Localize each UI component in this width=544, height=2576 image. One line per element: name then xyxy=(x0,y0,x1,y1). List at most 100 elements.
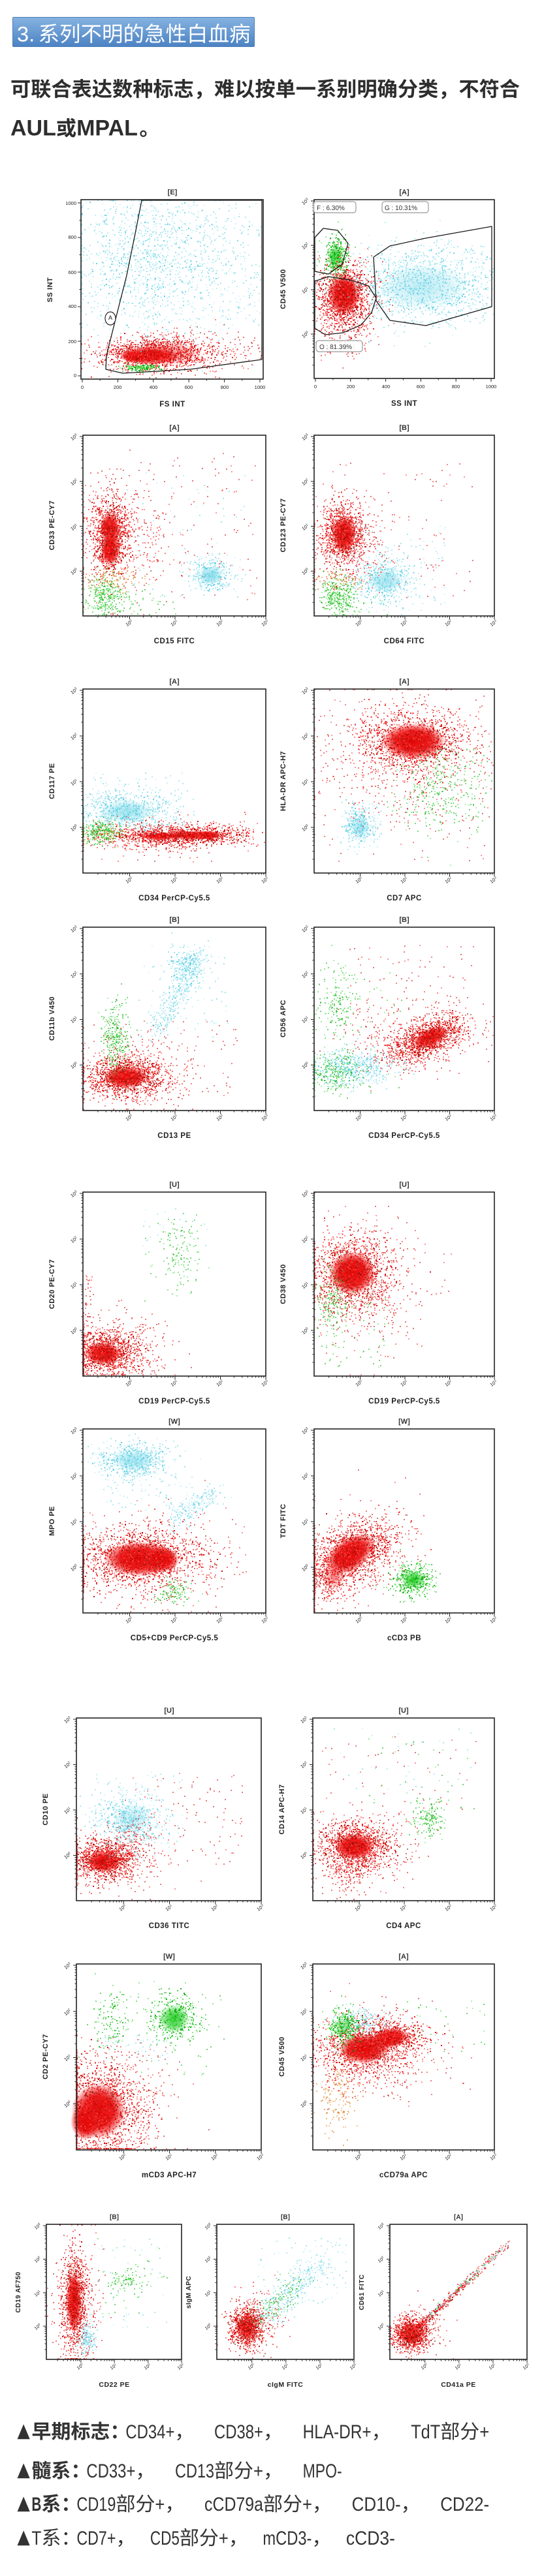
svg-text:[U]: [U] xyxy=(399,1181,409,1189)
svg-text:CD22 PE: CD22 PE xyxy=(99,2381,129,2389)
svg-text:MPO PE: MPO PE xyxy=(48,1506,56,1536)
svg-text:A: A xyxy=(108,314,112,321)
svg-text:+: + xyxy=(155,2494,165,2515)
svg-text:HLA-DR+: HLA-DR+ xyxy=(303,2421,372,2443)
svg-text:CD14 APC-H7: CD14 APC-H7 xyxy=(278,1784,286,1834)
svg-text:cIgM FITC: cIgM FITC xyxy=(268,2381,304,2389)
svg-text:[A]: [A] xyxy=(169,678,180,686)
svg-text:mCD3 APC-H7: mCD3 APC-H7 xyxy=(142,2171,197,2179)
svg-text:0: 0 xyxy=(81,384,84,390)
svg-text:[B]: [B] xyxy=(399,424,409,432)
svg-text:[W]: [W] xyxy=(163,1953,175,1961)
svg-text:CD117 PE: CD117 PE xyxy=(48,763,56,799)
svg-text:1000: 1000 xyxy=(65,200,76,206)
svg-text:CD56 APC: CD56 APC xyxy=(280,1000,287,1037)
svg-text:200: 200 xyxy=(68,339,76,345)
svg-text:CD11b V450: CD11b V450 xyxy=(48,996,56,1041)
svg-text:CD45 V500: CD45 V500 xyxy=(278,2036,286,2076)
svg-text:400: 400 xyxy=(382,384,391,390)
svg-text:G : 10.31%: G : 10.31% xyxy=(385,205,417,212)
svg-text:CD5: CD5 xyxy=(150,2528,180,2549)
svg-text:CD19: CD19 xyxy=(76,2494,116,2515)
svg-text:CD38+: CD38+ xyxy=(214,2421,263,2443)
svg-text:CD13 PE: CD13 PE xyxy=(157,1132,191,1140)
svg-text:800: 800 xyxy=(221,384,229,390)
svg-text:FS INT: FS INT xyxy=(159,401,185,408)
svg-text:CD10 PE: CD10 PE xyxy=(42,1793,50,1825)
svg-text:CD19 PerCP-Cy5.5: CD19 PerCP-Cy5.5 xyxy=(138,1398,210,1405)
svg-text:400: 400 xyxy=(150,384,158,390)
svg-text:[A]: [A] xyxy=(399,189,409,196)
svg-text:sIgM APC: sIgM APC xyxy=(185,2276,193,2308)
svg-text:SS INT: SS INT xyxy=(391,400,417,408)
svg-text:cCD79a APC: cCD79a APC xyxy=(379,2171,428,2179)
svg-text:+: + xyxy=(253,2461,263,2482)
svg-text:CD41a PE: CD41a PE xyxy=(441,2381,476,2389)
svg-text:CD7 APC: CD7 APC xyxy=(387,895,422,902)
svg-text:[W]: [W] xyxy=(398,1418,410,1426)
svg-text:CD15 FITC: CD15 FITC xyxy=(154,637,195,645)
svg-text:600: 600 xyxy=(417,384,425,390)
svg-text:MPAL: MPAL xyxy=(76,116,138,141)
svg-text:TDT FITC: TDT FITC xyxy=(280,1504,287,1539)
svg-text:+: + xyxy=(479,2421,489,2443)
svg-text:B: B xyxy=(31,2494,41,2515)
svg-text:[W]: [W] xyxy=(168,1418,180,1426)
svg-text:cCD79a: cCD79a xyxy=(204,2494,263,2515)
svg-text:1000: 1000 xyxy=(486,384,497,390)
svg-text:[U]: [U] xyxy=(169,1181,180,1189)
svg-text:[A]: [A] xyxy=(169,424,180,432)
svg-text:[B]: [B] xyxy=(399,916,409,924)
svg-text:CD38 V450: CD38 V450 xyxy=(280,1264,287,1304)
svg-text:400: 400 xyxy=(68,303,76,309)
svg-text:SS INT: SS INT xyxy=(46,277,54,302)
svg-text:CD123 PE-CY7: CD123 PE-CY7 xyxy=(280,498,287,552)
svg-text:CD45 V500: CD45 V500 xyxy=(280,269,287,309)
svg-text:CD64 FITC: CD64 FITC xyxy=(384,637,425,645)
svg-text:CD19 PerCP-Cy5.5: CD19 PerCP-Cy5.5 xyxy=(368,1398,440,1405)
svg-text:O : 81.39%: O : 81.39% xyxy=(319,344,352,351)
svg-text:CD13: CD13 xyxy=(175,2461,214,2482)
svg-text:CD34+: CD34+ xyxy=(125,2421,174,2443)
svg-text:[A]: [A] xyxy=(399,678,409,686)
svg-text:[B]: [B] xyxy=(281,2214,290,2221)
svg-text:CD22-: CD22- xyxy=(440,2494,489,2515)
svg-text:cCD3-: cCD3- xyxy=(346,2528,395,2549)
svg-text:CD2 PE-CY7: CD2 PE-CY7 xyxy=(42,2034,50,2079)
svg-text:TdT: TdT xyxy=(411,2421,440,2443)
svg-text:[B]: [B] xyxy=(110,2214,119,2221)
svg-text:0: 0 xyxy=(74,373,76,378)
svg-text:T: T xyxy=(31,2528,41,2549)
svg-text:[B]: [B] xyxy=(169,916,180,924)
svg-text:200: 200 xyxy=(347,384,355,390)
svg-text:CD5+CD9 PerCP-Cy5.5: CD5+CD9 PerCP-Cy5.5 xyxy=(131,1634,219,1642)
svg-text:200: 200 xyxy=(114,384,122,390)
svg-text:F : 6.30%: F : 6.30% xyxy=(317,205,345,212)
svg-text:CD34 PerCP-Cy5.5: CD34 PerCP-Cy5.5 xyxy=(138,895,210,902)
svg-text:MPO-: MPO- xyxy=(303,2461,342,2482)
svg-text:0: 0 xyxy=(314,384,317,390)
svg-text:[U]: [U] xyxy=(398,1707,409,1715)
svg-text:1000: 1000 xyxy=(255,384,266,390)
svg-text:600: 600 xyxy=(68,269,76,275)
svg-text:[U]: [U] xyxy=(164,1707,174,1715)
svg-text:CD34 PerCP-Cy5.5: CD34 PerCP-Cy5.5 xyxy=(368,1132,440,1140)
svg-text:HLA-DR APC-H7: HLA-DR APC-H7 xyxy=(280,751,287,811)
svg-text:800: 800 xyxy=(452,384,460,390)
svg-text:800: 800 xyxy=(68,234,76,240)
svg-text:mCD3-: mCD3- xyxy=(263,2528,312,2549)
svg-text:CD61 FITC: CD61 FITC xyxy=(359,2274,366,2310)
svg-text:CD36 TITC: CD36 TITC xyxy=(149,1922,190,1930)
svg-text:CD7+: CD7+ xyxy=(76,2528,116,2549)
svg-text:CD33+: CD33+ xyxy=(86,2461,135,2482)
svg-text:600: 600 xyxy=(185,384,193,390)
svg-text:CD4 APC: CD4 APC xyxy=(386,1922,421,1930)
svg-text:[A]: [A] xyxy=(454,2214,463,2221)
svg-text:[E]: [E] xyxy=(168,189,178,196)
svg-text:cCD3 PB: cCD3 PB xyxy=(387,1634,421,1642)
svg-text:AUL: AUL xyxy=(10,116,56,141)
svg-text:CD19 AF750: CD19 AF750 xyxy=(15,2272,22,2313)
svg-text:CD10-: CD10- xyxy=(352,2494,401,2515)
svg-text:[A]: [A] xyxy=(398,1953,409,1961)
svg-text:+: + xyxy=(219,2528,229,2549)
